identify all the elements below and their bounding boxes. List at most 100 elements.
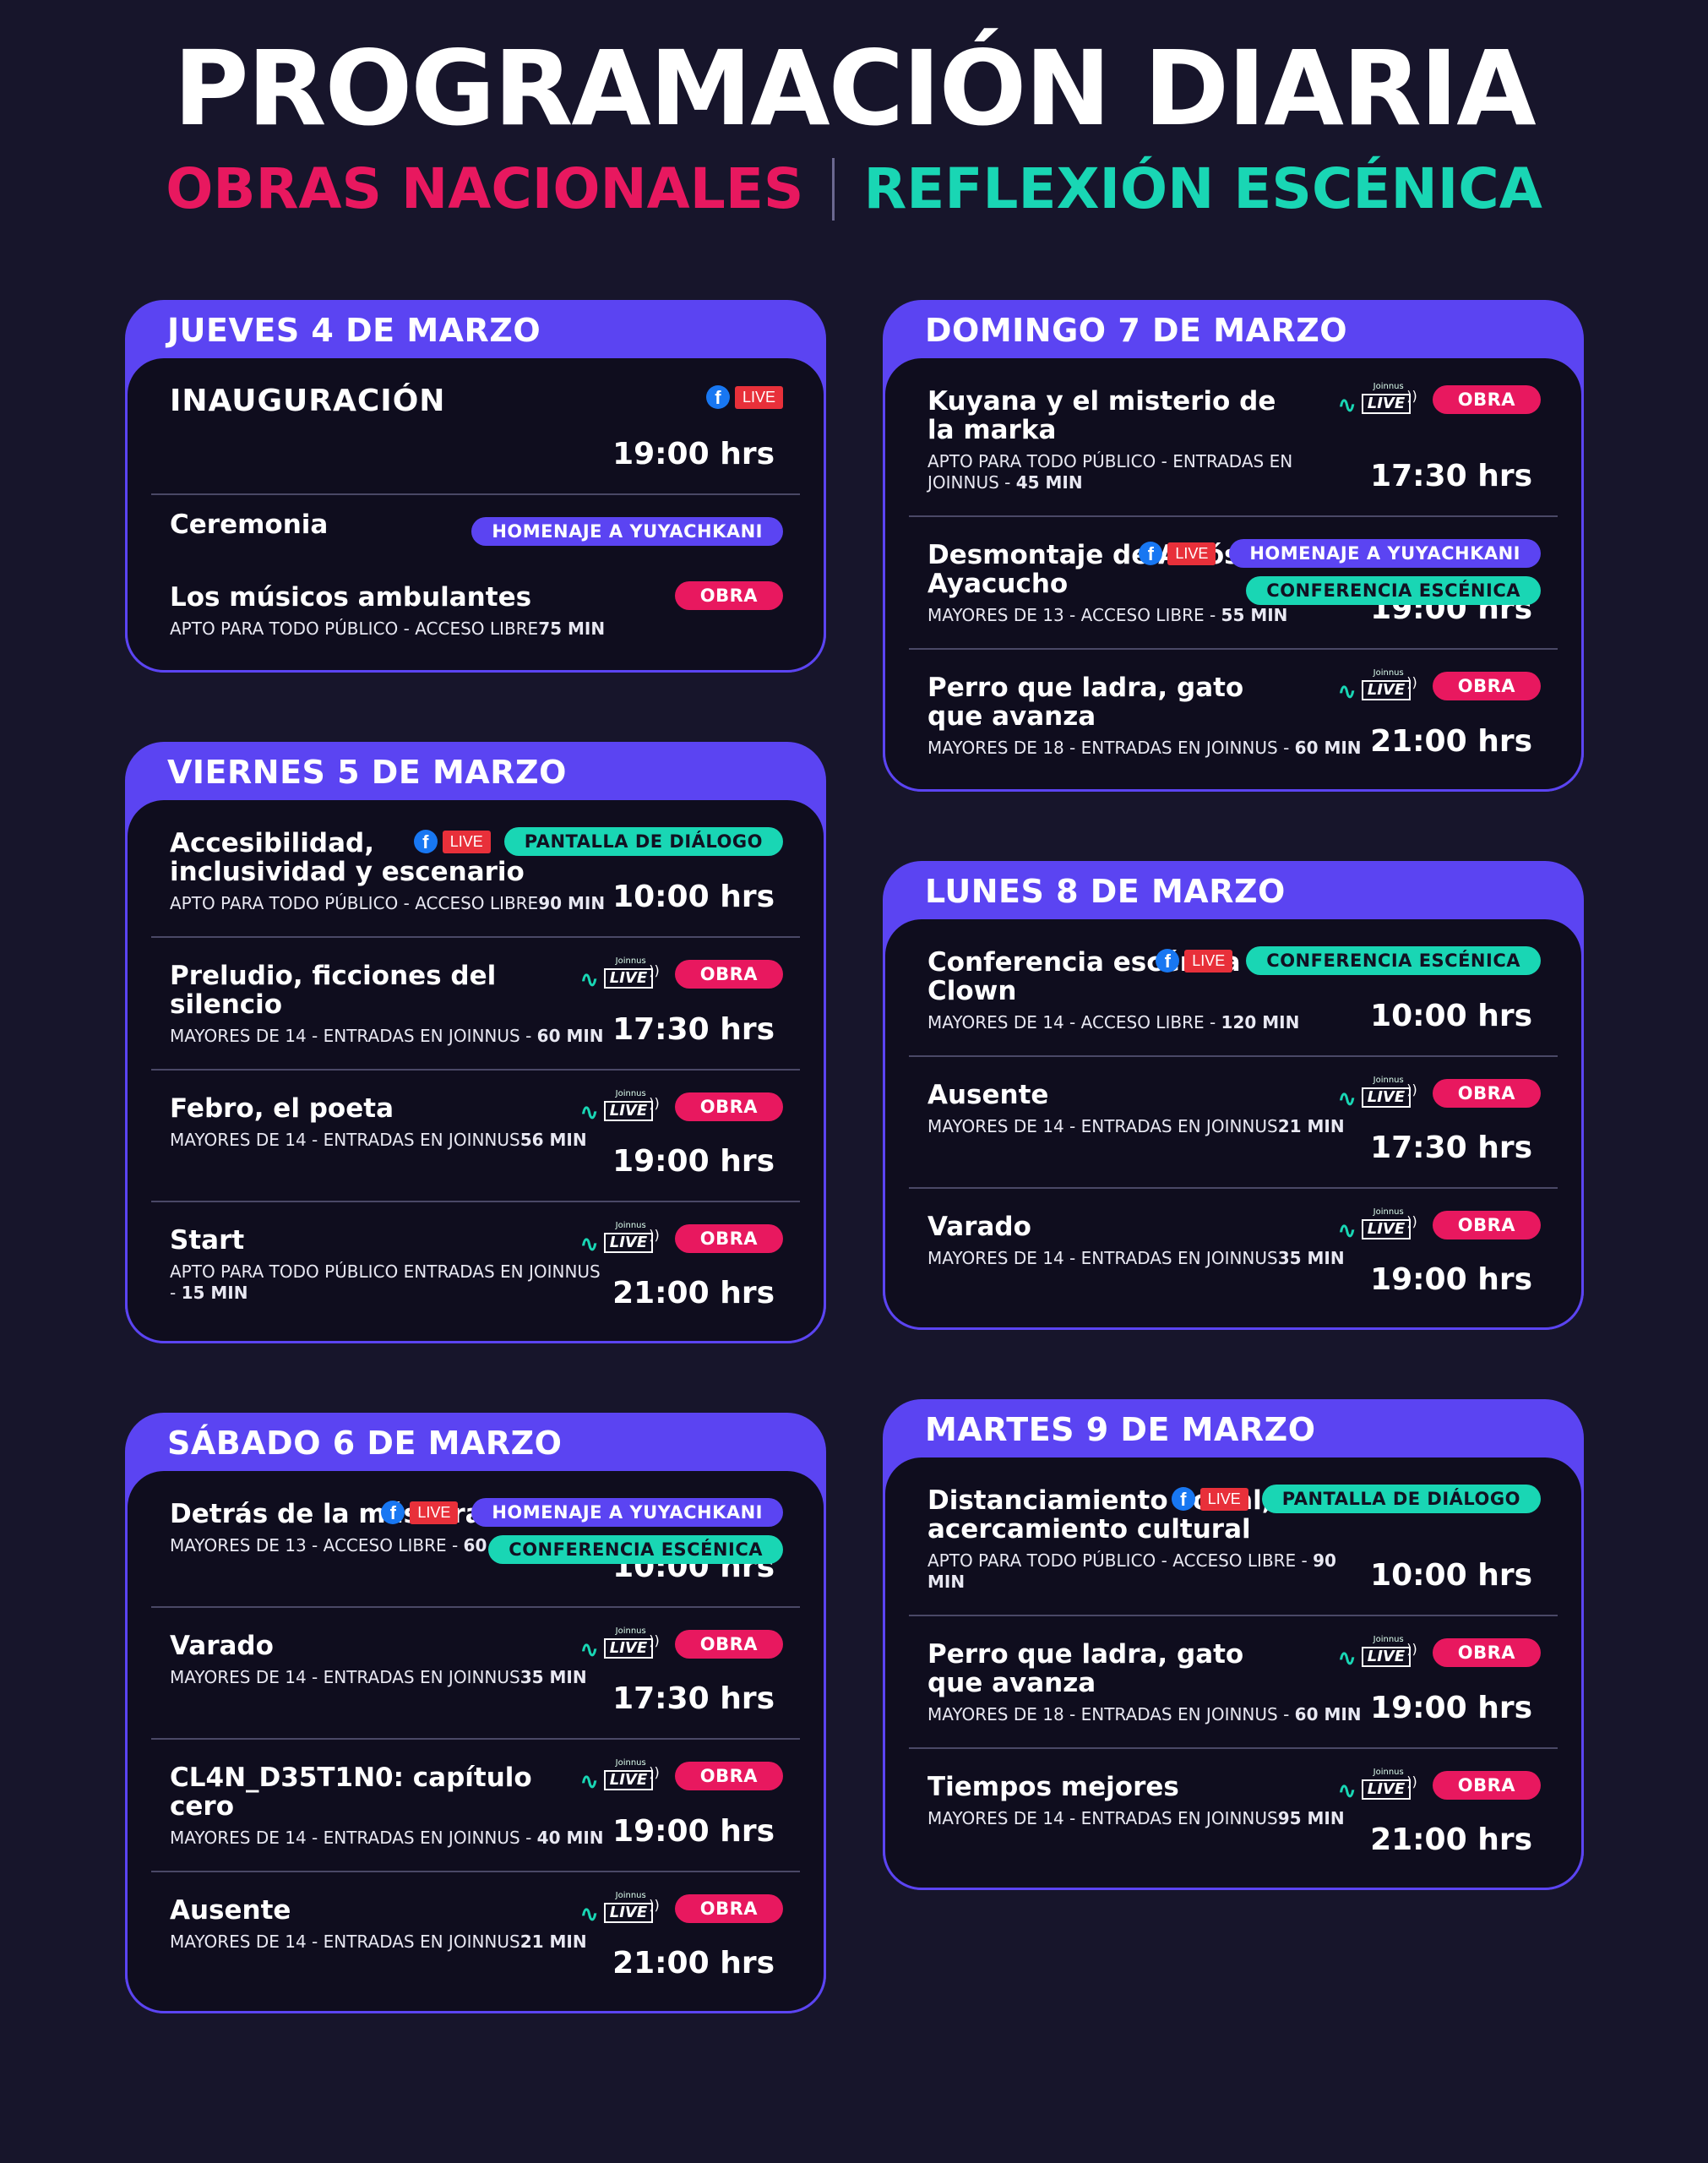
event-title: Perro que ladra, gato que avanza [927, 673, 1244, 732]
signal-icon: )) [1406, 1082, 1417, 1098]
left-column: JUEVES 4 DE MARZO INAUGURACIÓN 19:00 hrs f L… [125, 300, 826, 2083]
joinnus-live-badge[interactable]: Joinnus ∿ LIVE)) [1338, 1768, 1419, 1803]
event-item[interactable]: Preludio, ficciones del silencio MAYORES … [151, 938, 800, 1071]
pantalla-tag: PANTALLA DE DIÁLOGO [1261, 1485, 1541, 1513]
event-audience: MAYORES DE 14 - ENTRADAS EN JOINNUS - [170, 1828, 537, 1848]
event-item[interactable]: Varado MAYORES DE 14 - ENTRADAS EN JOINNU… [151, 1608, 800, 1740]
event-item[interactable]: Distanciamiento social, acercamiento cul… [909, 1463, 1558, 1616]
event-tags: Joinnus ∿ LIVE)) OBRA [1338, 1207, 1541, 1243]
joinnus-brand: Joinnus [1373, 1635, 1404, 1644]
day-title: DOMINGO 7 DE MARZO [925, 312, 1348, 349]
joinnus-live-badge[interactable]: Joinnus ∿ LIVE)) [580, 1221, 661, 1256]
day-events: Detrás de la máscara MAYORES DE 13 - ACCE… [125, 1468, 826, 2013]
day-card: JUEVES 4 DE MARZO INAUGURACIÓN 19:00 hrs f L… [125, 300, 826, 673]
event-tags: Joinnus ∿ LIVE)) OBRA [580, 956, 783, 992]
tag-row: Joinnus ∿ LIVE)) OBRA [1338, 1768, 1541, 1803]
event-duration: 56 MIN [519, 1130, 587, 1150]
event-duration: 120 MIN [1221, 1012, 1300, 1032]
day-title: MARTES 9 DE MARZO [925, 1411, 1316, 1448]
joinnus-live-badge[interactable]: Joinnus ∿ LIVE)) [580, 1089, 661, 1125]
joinnus-live-badge[interactable]: Joinnus ∿ LIVE)) [1338, 382, 1419, 417]
facebook-live-badge[interactable]: f LIVE [1171, 1487, 1248, 1511]
joinnus-live-badge[interactable]: Joinnus ∿ LIVE)) [1338, 1635, 1419, 1670]
event-item[interactable]: Perro que ladra, gato que avanza MAYORES … [909, 1616, 1558, 1749]
live-label: LIVE [1184, 949, 1233, 973]
tag-row: Joinnus ∿ LIVE)) OBRA [580, 1221, 783, 1256]
event-item[interactable]: Detrás de la máscara MAYORES DE 13 - ACCE… [151, 1476, 800, 1608]
event-duration: 21 MIN [1277, 1116, 1345, 1136]
event-item[interactable]: CL4N_D35T1N0: capítulo cero MAYORES DE 14… [151, 1740, 800, 1872]
event-item[interactable]: Tiempos mejores MAYORES DE 14 - ENTRADAS … [909, 1749, 1558, 1879]
event-item[interactable]: Conferencia escénica de Clown MAYORES DE … [909, 924, 1558, 1057]
event-item[interactable]: Accesibilidad, inclusividad y escenario A… [151, 805, 800, 938]
event-time: 10:00 hrs [1370, 1558, 1532, 1593]
event-meta: APTO PARA TODO PÚBLICO ENTRADAS EN JOINN… [170, 1261, 609, 1304]
day-title: LUNES 8 DE MARZO [925, 873, 1286, 910]
event-item[interactable]: Varado MAYORES DE 14 - ENTRADAS EN JOINNU… [909, 1189, 1558, 1319]
event-duration: 15 MIN [181, 1283, 248, 1303]
event-item[interactable]: Ceremonia HOMENAJE A YUYACHKANI [151, 495, 800, 559]
event-item[interactable]: Kuyana y el misterio de la marka APTO PAR… [909, 363, 1558, 517]
conferencia-tag: CONFERENCIA ESCÉNICA [1246, 946, 1541, 975]
event-audience: MAYORES DE 13 - ACCESO LIBRE - [170, 1535, 464, 1556]
event-tags: Joinnus ∿ LIVE)) OBRA [1338, 668, 1541, 704]
obra-tag: OBRA [1432, 1638, 1541, 1667]
event-audience: MAYORES DE 14 - ENTRADAS EN JOINNUS [170, 1931, 520, 1952]
event-item[interactable]: Los músicos ambulantes APTO PARA TODO PÚB… [151, 559, 800, 662]
event-tags: f LIVE HOMENAJE A YUYACHKANI CONFERENCIA ES… [1139, 539, 1541, 605]
day-title: SÁBADO 6 DE MARZO [167, 1425, 563, 1462]
event-item[interactable]: Perro que ladra, gato que avanza MAYORES … [909, 650, 1558, 781]
event-item[interactable]: Desmontaje de Adiós Ayacucho MAYORES DE 1… [909, 517, 1558, 650]
event-tags: f LIVE [705, 385, 783, 409]
obra-tag: OBRA [674, 581, 783, 610]
live-label: LIVE [1167, 542, 1216, 565]
joinnus-live-badge[interactable]: Joinnus ∿ LIVE)) [580, 1626, 661, 1662]
event-tags: Joinnus ∿ LIVE)) OBRA [1338, 382, 1541, 417]
event-time: 19:00 hrs [612, 1144, 775, 1179]
event-title: Kuyana y el misterio de la marka [927, 386, 1276, 445]
joinnus-live-label: LIVE [1361, 394, 1412, 414]
subtitle-obras: OBRAS NACIONALES [166, 156, 804, 221]
event-duration: 35 MIN [519, 1667, 587, 1687]
event-item[interactable]: Ausente MAYORES DE 14 - ENTRADAS EN JOINN… [151, 1872, 800, 2002]
event-title: Tiempos mejores [927, 1772, 1179, 1802]
signal-icon: )) [1406, 674, 1417, 690]
signal-icon: )) [649, 1227, 660, 1243]
obra-tag: OBRA [1432, 1211, 1541, 1240]
joinnus-live-badge[interactable]: Joinnus ∿ LIVE)) [580, 1891, 661, 1926]
event-duration: 60 MIN [536, 1026, 604, 1046]
event-duration: 90 MIN [927, 1550, 1336, 1592]
obra-tag: OBRA [674, 960, 783, 989]
facebook-live-badge[interactable]: f LIVE [413, 830, 491, 853]
event-audience: APTO PARA TODO PÚBLICO - ACCESO LIBRE [170, 893, 539, 913]
obra-tag: OBRA [674, 1762, 783, 1790]
joinnus-live-badge[interactable]: Joinnus ∿ LIVE)) [580, 1758, 661, 1794]
event-item[interactable]: INAUGURACIÓN 19:00 hrs f LIVE [151, 363, 800, 495]
joinnus-live-badge[interactable]: Joinnus ∿ LIVE)) [1338, 1207, 1419, 1243]
event-time: 19:00 hrs [612, 1814, 775, 1849]
event-meta: MAYORES DE 14 - ENTRADAS EN JOINNUS - 60… [170, 1026, 609, 1047]
event-item[interactable]: Start APTO PARA TODO PÚBLICO ENTRADAS EN … [151, 1202, 800, 1332]
event-time: 19:00 hrs [1370, 1691, 1532, 1725]
tag-row: Joinnus ∿ LIVE)) OBRA [580, 1089, 783, 1125]
event-tags: f LIVE PANTALLA DE DIÁLOGO [1171, 1485, 1541, 1513]
live-label: LIVE [442, 830, 491, 853]
joinnus-wave-icon: ∿ [579, 1768, 599, 1794]
conferencia-tag: CONFERENCIA ESCÉNICA [1246, 576, 1541, 605]
joinnus-live-badge[interactable]: Joinnus ∿ LIVE)) [580, 956, 661, 992]
event-item[interactable]: Febro, el poeta MAYORES DE 14 - ENTRADAS … [151, 1071, 800, 1202]
event-title: Varado [927, 1212, 1031, 1242]
event-tags: Joinnus ∿ LIVE)) OBRA [580, 1089, 783, 1125]
event-item[interactable]: Ausente MAYORES DE 14 - ENTRADAS EN JOINN… [909, 1057, 1558, 1189]
joinnus-live-badge[interactable]: Joinnus ∿ LIVE)) [1338, 668, 1419, 704]
joinnus-brand: Joinnus [615, 1891, 646, 1900]
joinnus-live-badge[interactable]: Joinnus ∿ LIVE)) [1338, 1076, 1419, 1111]
facebook-live-badge[interactable]: f LIVE [705, 385, 783, 409]
event-audience: MAYORES DE 13 - ACCESO LIBRE - [927, 605, 1221, 625]
event-audience: MAYORES DE 14 - ENTRADAS EN JOINNUS [170, 1130, 520, 1150]
facebook-live-badge[interactable]: f LIVE [381, 1501, 459, 1524]
facebook-live-badge[interactable]: f LIVE [1156, 949, 1233, 973]
event-tags: Joinnus ∿ LIVE)) OBRA [580, 1626, 783, 1662]
facebook-live-badge[interactable]: f LIVE [1139, 542, 1216, 565]
signal-icon: )) [649, 962, 660, 978]
